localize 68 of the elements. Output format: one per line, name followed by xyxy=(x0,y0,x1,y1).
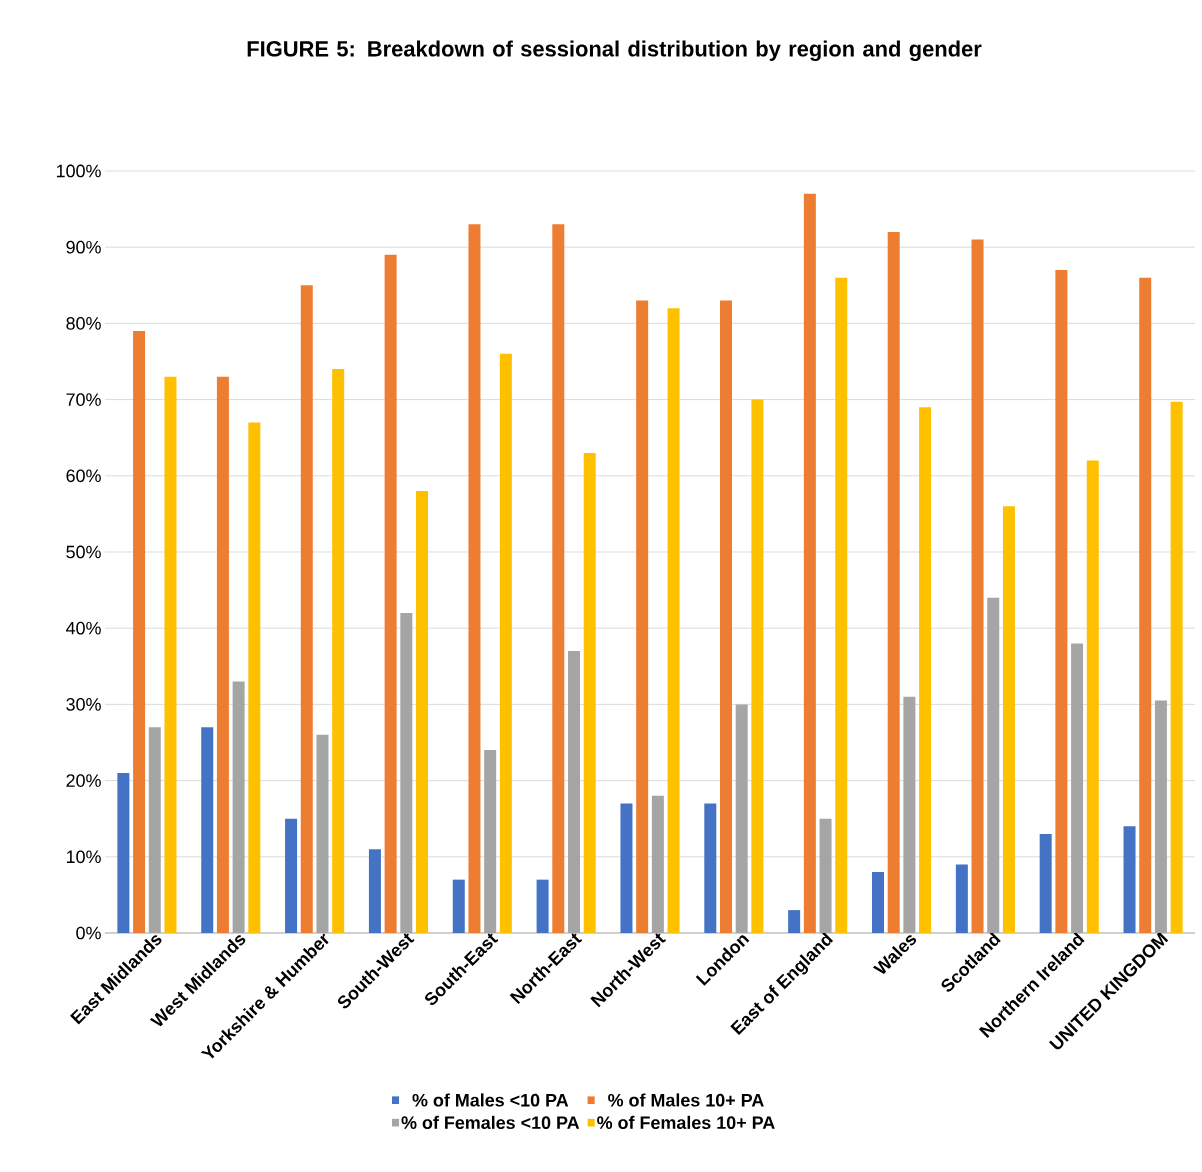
legend-label: % of Females <10 PA xyxy=(401,1115,580,1130)
bar xyxy=(400,612,413,933)
y-tick-label: 60% xyxy=(66,469,101,483)
legend-label: % of Females 10+ PA xyxy=(597,1115,775,1130)
bar xyxy=(1086,460,1099,933)
y-tick-label: 50% xyxy=(66,545,101,559)
bar xyxy=(568,651,581,933)
bar xyxy=(484,750,497,933)
bar xyxy=(803,193,816,933)
bar xyxy=(148,727,161,933)
bar xyxy=(887,231,900,933)
bar xyxy=(416,491,429,933)
legend-label: % of Males <10 PA xyxy=(412,1093,569,1107)
bar xyxy=(164,376,177,933)
bar xyxy=(636,300,649,933)
bar xyxy=(987,597,1000,933)
y-tick-label: 100% xyxy=(56,164,101,178)
bar xyxy=(819,818,832,933)
bar xyxy=(788,910,801,933)
y-tick-label: 40% xyxy=(66,621,101,635)
bar xyxy=(620,803,633,933)
bar xyxy=(835,277,848,933)
bar xyxy=(1071,643,1084,933)
bar xyxy=(384,254,397,933)
bar xyxy=(248,422,261,933)
bar xyxy=(232,681,245,933)
bar xyxy=(919,407,932,933)
y-tick-label: 0% xyxy=(76,926,101,940)
bar xyxy=(720,300,732,933)
bar xyxy=(735,704,748,933)
chart-title: FIGURE 5: Breakdown of sessional distribution by region and gender xyxy=(247,40,982,62)
bar xyxy=(667,308,680,933)
bar xyxy=(971,239,984,933)
bar xyxy=(133,331,146,933)
bar xyxy=(1154,700,1167,933)
bar xyxy=(216,376,229,933)
y-tick-label: 70% xyxy=(66,393,101,406)
bar xyxy=(368,849,381,933)
bar xyxy=(552,224,565,933)
bar xyxy=(651,795,664,933)
bar xyxy=(1002,506,1015,933)
bar xyxy=(201,727,214,933)
bar xyxy=(536,879,549,933)
bar xyxy=(300,285,313,933)
bar xyxy=(955,864,968,933)
bar xyxy=(903,696,916,933)
y-tick-label: 30% xyxy=(66,698,101,711)
bar xyxy=(751,399,764,933)
bar xyxy=(704,803,717,933)
bar xyxy=(316,734,329,933)
legend-label: % of Males 10+ PA xyxy=(608,1093,764,1107)
bar xyxy=(117,772,130,933)
bar xyxy=(1170,401,1183,933)
bar xyxy=(285,818,298,933)
bar xyxy=(332,369,345,933)
y-tick-label: 80% xyxy=(66,317,101,330)
bar xyxy=(1055,270,1068,933)
bar xyxy=(468,224,481,933)
y-tick-label: 10% xyxy=(66,850,101,864)
bar xyxy=(499,353,512,933)
bar xyxy=(1123,826,1136,933)
y-tick-label: 20% xyxy=(66,774,101,787)
bar xyxy=(872,872,884,933)
y-tick-label: 90% xyxy=(66,240,101,254)
bar xyxy=(1039,833,1052,933)
bar xyxy=(452,879,465,933)
bar xyxy=(583,452,596,933)
bar xyxy=(1139,277,1152,933)
